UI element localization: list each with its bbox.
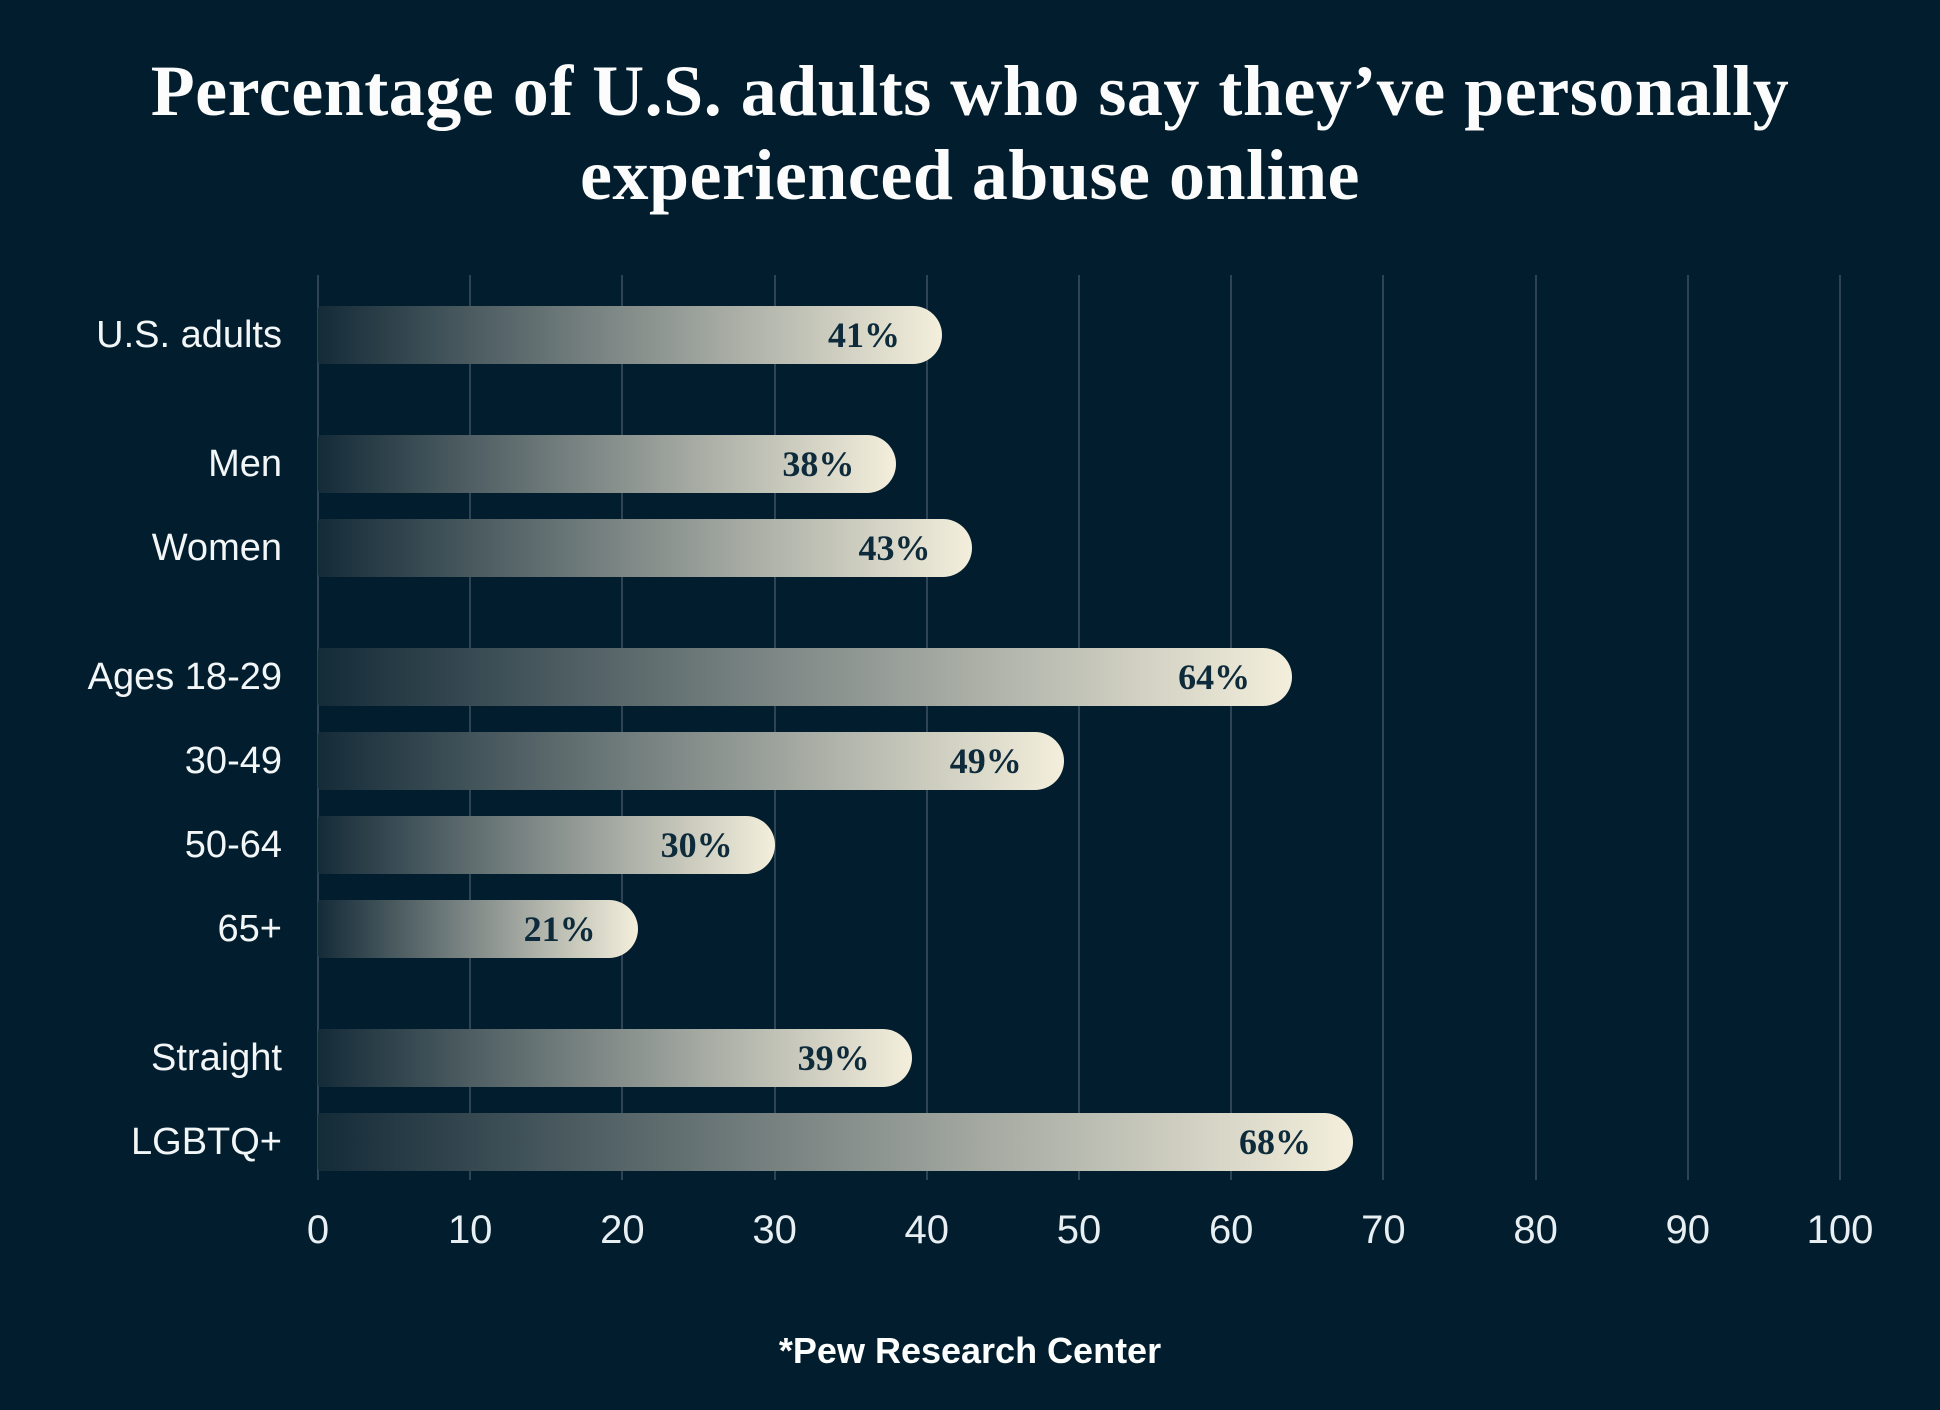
gridline	[1839, 275, 1841, 1180]
bar-value-label: 38%	[782, 444, 855, 484]
bar-value-label: 39%	[797, 1038, 870, 1078]
bar-value-label: 43%	[858, 528, 931, 568]
bar-value-label: 41%	[828, 315, 901, 355]
bar: 41%	[318, 306, 943, 364]
bar-group: U.S. adults 41%	[0, 293, 1840, 377]
bar-row: Men 38%	[0, 422, 1840, 506]
gridlines	[317, 275, 1841, 1180]
bar-row: LGBTQ+ 68%	[0, 1100, 1840, 1184]
bar-track: 49%	[318, 732, 1840, 790]
bar: 38%	[318, 435, 897, 493]
category-label: U.S. adults	[96, 313, 282, 356]
x-axis-tick-label: 30	[752, 1208, 797, 1252]
bar-track: 41%	[318, 306, 1840, 364]
bar-value-label: 68%	[1238, 1122, 1311, 1162]
bar-track: 21%	[318, 900, 1840, 958]
bar-row: 65+ 21%	[0, 887, 1840, 971]
bar-value-label: 49%	[949, 741, 1022, 781]
bar: 68%	[318, 1113, 1353, 1171]
gridline	[621, 275, 624, 1180]
gridline	[1230, 275, 1233, 1180]
x-axis-tick-label: 70	[1361, 1208, 1406, 1252]
chart-title: Percentage of U.S. adults who say they’v…	[150, 51, 1790, 215]
gridline	[1686, 275, 1689, 1180]
x-axis-tick-label: 0	[306, 1208, 330, 1252]
bar-row: Straight 39%	[0, 1016, 1840, 1100]
bar-track: 30%	[318, 816, 1840, 874]
x-axis-tick-label: 20	[600, 1208, 645, 1252]
source-note: *Pew Research Center	[778, 1330, 1162, 1371]
x-axis-tick-label: 40	[904, 1208, 950, 1252]
gridline	[1534, 275, 1537, 1180]
x-axis-tick-labels: 0 10 20 30 40 50 60 70 80 90 100	[307, 1208, 1874, 1256]
bar-track: 43%	[318, 519, 1840, 577]
bar-rows: U.S. adults 41% Men 38% Women 43% Ages 18-29 64…	[0, 293, 1840, 1184]
bar-row: Ages 18-29 64%	[0, 635, 1840, 719]
x-axis-tick-label: 80	[1513, 1208, 1558, 1252]
category-label: 30-49	[184, 739, 282, 782]
bar-value-label: 30%	[660, 825, 733, 865]
bar-row: U.S. adults 41%	[0, 293, 1840, 377]
x-axis-tick-label: 100	[1806, 1208, 1874, 1252]
bar: 64%	[318, 648, 1293, 706]
bar-group: Ages 18-29 64% 30-49 49% 50-64 30% 65+ 21%	[0, 635, 1840, 971]
bar-group: Men 38% Women 43%	[0, 422, 1840, 590]
gridline	[469, 275, 472, 1180]
x-axis-tick-label: 90	[1665, 1208, 1711, 1252]
x-axis-tick-label: 60	[1208, 1208, 1254, 1252]
bar: 30%	[318, 816, 775, 874]
category-label: Straight	[151, 1036, 282, 1079]
bar-value-label: 64%	[1178, 657, 1251, 697]
bar: 21%	[318, 900, 638, 958]
bar: 49%	[318, 732, 1064, 790]
bar-row: 50-64 30%	[0, 803, 1840, 887]
gridline	[1078, 275, 1080, 1180]
bar-track: 39%	[318, 1029, 1840, 1087]
gridline	[925, 275, 928, 1180]
bar-row: Women 43%	[0, 506, 1840, 590]
category-label: LGBTQ+	[131, 1120, 282, 1163]
bar-track: 68%	[318, 1113, 1840, 1171]
category-label: 50-64	[184, 823, 282, 866]
category-label: Women	[151, 526, 282, 569]
category-label: 65+	[217, 907, 282, 950]
bar-track: 64%	[318, 648, 1840, 706]
category-label: Men	[208, 442, 282, 485]
x-axis-tick-label: 50	[1056, 1208, 1102, 1252]
category-label: Ages 18-29	[87, 655, 282, 698]
bar: 43%	[318, 519, 973, 577]
gridline	[317, 275, 319, 1180]
gridline	[1382, 275, 1385, 1180]
bar-value-label: 21%	[523, 909, 596, 949]
gridline	[773, 275, 776, 1180]
bar: 39%	[318, 1029, 912, 1087]
bar-track: 38%	[318, 435, 1840, 493]
bar-group: Straight 39% LGBTQ+ 68%	[0, 1016, 1840, 1184]
x-axis-tick-label: 10	[447, 1208, 493, 1252]
bar-row: 30-49 49%	[0, 719, 1840, 803]
